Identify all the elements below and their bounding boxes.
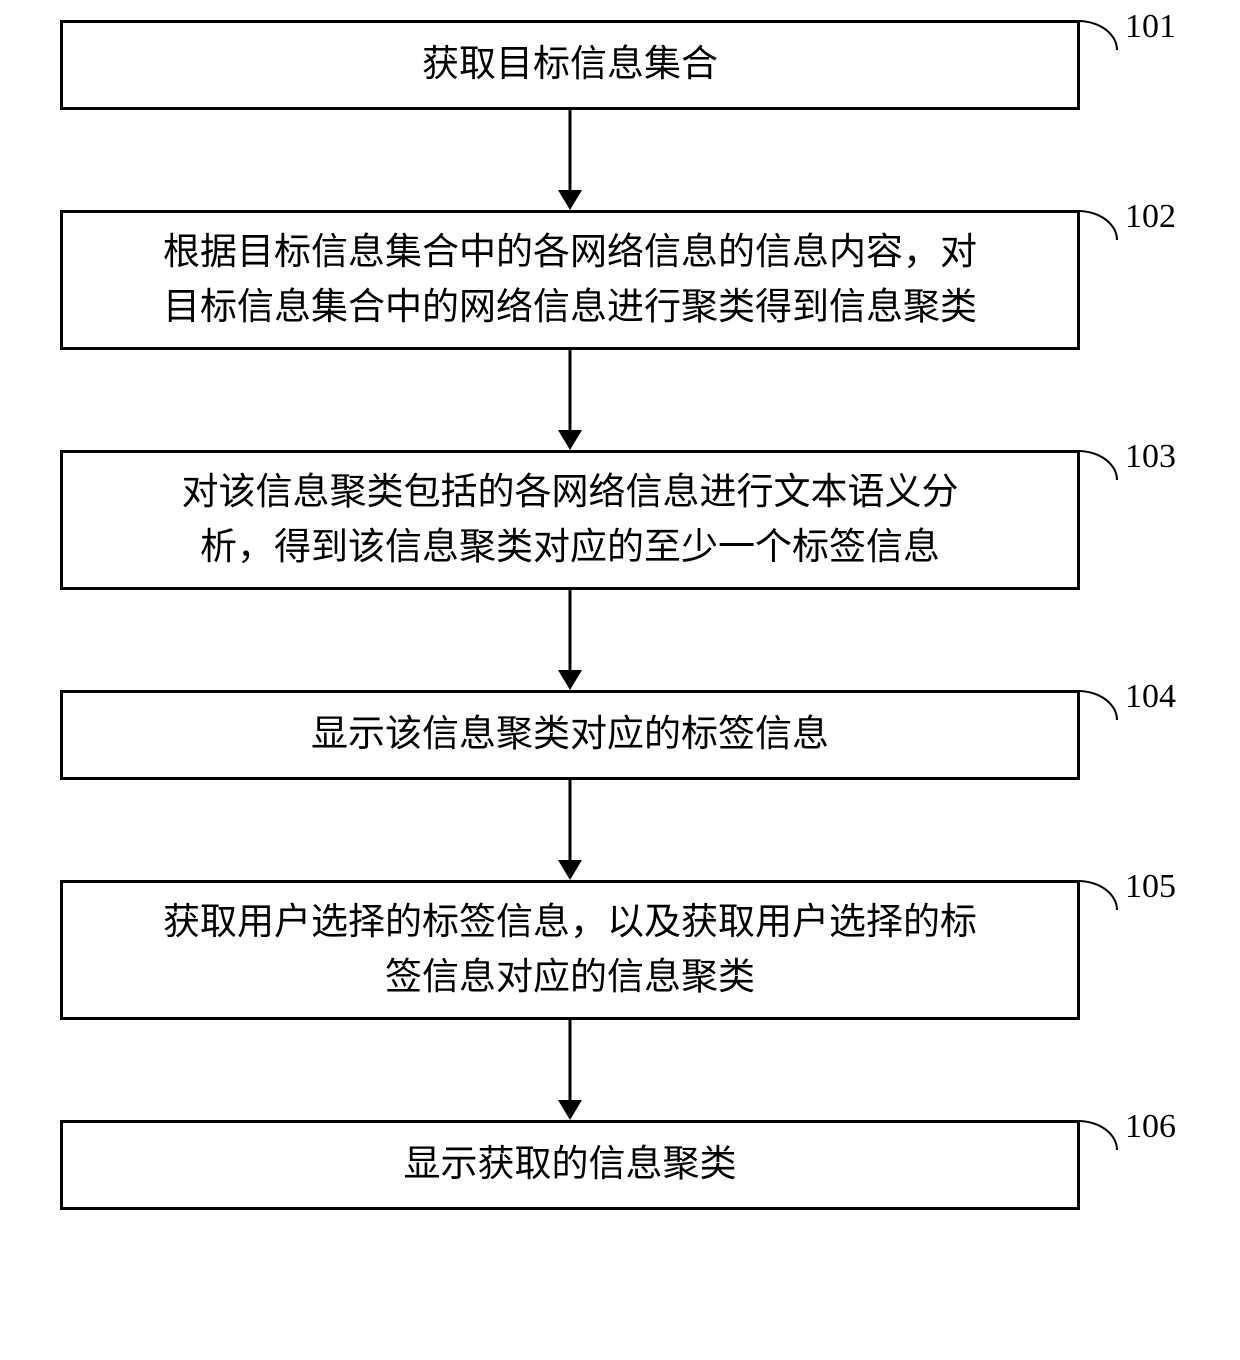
arrow: [569, 1020, 572, 1100]
node-text: 对该信息聚类包括的各网络信息进行文本语义分 析，得到该信息聚类对应的至少一个标签…: [182, 465, 959, 576]
label-connector: [1078, 20, 1118, 50]
label-connector: [1078, 450, 1118, 480]
node-label-6: 106: [1125, 1108, 1176, 1146]
label-connector: [1078, 690, 1118, 720]
flow-node-1: 获取目标信息集合: [60, 20, 1080, 110]
flow-node-4: 显示该信息聚类对应的标签信息: [60, 690, 1080, 780]
arrow-head-icon: [558, 190, 582, 210]
node-label-4: 104: [1125, 678, 1176, 716]
arrow-head-icon: [558, 430, 582, 450]
node-label-1: 101: [1125, 8, 1176, 46]
arrow: [569, 590, 572, 670]
node-label-2: 102: [1125, 198, 1176, 236]
flow-node-6: 显示获取的信息聚类: [60, 1120, 1080, 1210]
node-label-3: 103: [1125, 438, 1176, 476]
flow-node-2: 根据目标信息集合中的各网络信息的信息内容，对 目标信息集合中的网络信息进行聚类得…: [60, 210, 1080, 350]
label-connector: [1078, 880, 1118, 910]
flow-node-5: 获取用户选择的标签信息，以及获取用户选择的标 签信息对应的信息聚类: [60, 880, 1080, 1020]
arrow: [569, 110, 572, 190]
node-text: 根据目标信息集合中的各网络信息的信息内容，对 目标信息集合中的网络信息进行聚类得…: [163, 225, 977, 336]
arrow-head-icon: [558, 670, 582, 690]
label-connector: [1078, 1120, 1118, 1150]
arrow-head-icon: [558, 860, 582, 880]
node-text: 获取用户选择的标签信息，以及获取用户选择的标 签信息对应的信息聚类: [163, 895, 977, 1006]
flow-node-3: 对该信息聚类包括的各网络信息进行文本语义分 析，得到该信息聚类对应的至少一个标签…: [60, 450, 1080, 590]
arrow-head-icon: [558, 1100, 582, 1120]
arrow: [569, 350, 572, 430]
node-text: 显示获取的信息聚类: [404, 1137, 737, 1193]
node-text: 显示该信息聚类对应的标签信息: [311, 707, 829, 763]
node-text: 获取目标信息集合: [422, 37, 718, 93]
node-label-5: 105: [1125, 868, 1176, 906]
label-connector: [1078, 210, 1118, 240]
arrow: [569, 780, 572, 860]
